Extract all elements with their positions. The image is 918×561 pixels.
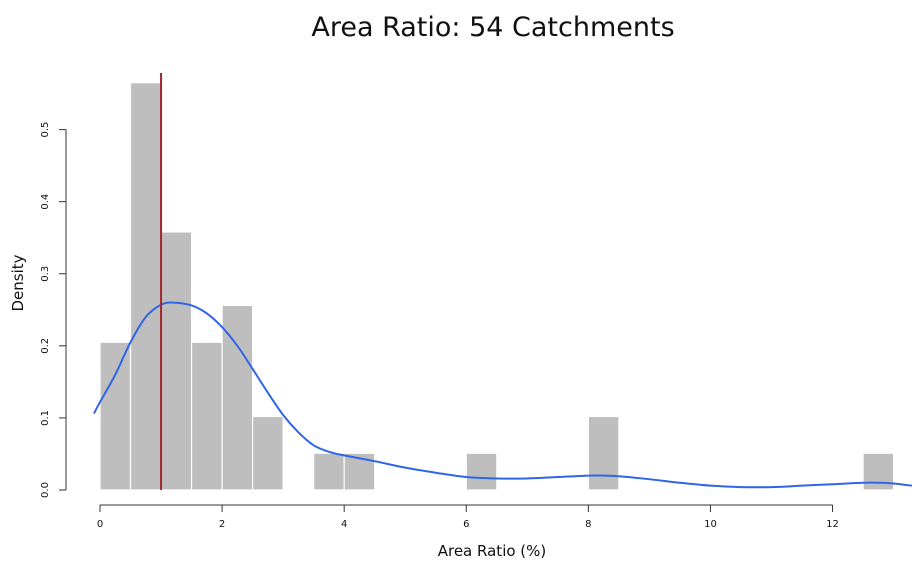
histogram-bar (99, 341, 132, 491)
density-curve-layer (93, 301, 913, 489)
density-curve (93, 301, 913, 489)
histogram-bar (221, 304, 254, 491)
histogram-bar (160, 231, 193, 491)
y-tick-label: 0.2 (40, 338, 51, 354)
y-tick-label: 0.1 (40, 410, 51, 426)
y-tick-label: 0.0 (40, 482, 51, 498)
x-tick-label: 8 (585, 519, 591, 530)
histogram-bars (99, 82, 895, 491)
x-tick-label: 4 (341, 519, 347, 530)
chart-title: Area Ratio: 54 Catchments (311, 12, 674, 43)
x-tick-label: 10 (704, 519, 717, 530)
axes: 0 2 4 6 8 10 12 0.0 0.1 0.2 0.3 0.4 0.5 (40, 122, 839, 530)
histogram-bar (313, 452, 345, 491)
histogram-bar (190, 341, 223, 491)
y-tick-label: 0.4 (40, 194, 51, 210)
histogram-bar (465, 452, 498, 491)
y-tick-label: 0.3 (40, 266, 51, 282)
histogram-bar (587, 415, 620, 491)
y-axis-label: Density (9, 254, 27, 311)
y-tick-label: 0.5 (40, 122, 51, 138)
x-tick-label: 2 (219, 519, 225, 530)
histogram-bar (862, 452, 895, 491)
histogram-bar (252, 415, 284, 491)
x-tick-label: 0 (97, 519, 103, 530)
x-axis-label: Area Ratio (%) (438, 542, 547, 560)
x-tick-label: 12 (826, 519, 839, 530)
histogram-bar (129, 82, 162, 491)
x-tick-label: 6 (463, 519, 469, 530)
